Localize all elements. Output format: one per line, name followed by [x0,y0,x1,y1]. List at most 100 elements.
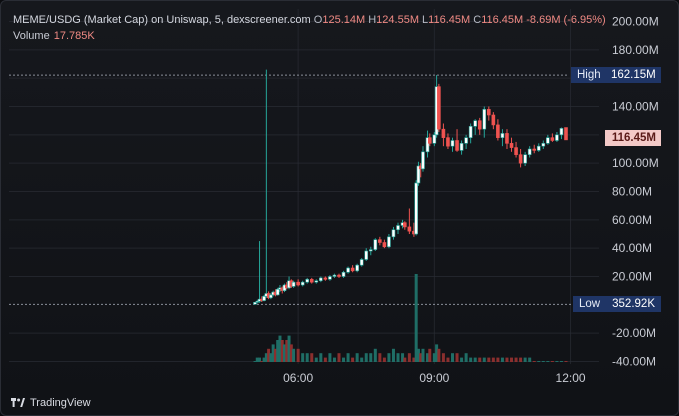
candle-body [323,277,328,280]
candle-body [523,154,527,164]
volume-bar [482,357,486,362]
volume-bar [532,361,536,362]
candle-body [459,143,464,151]
volume-bar [460,357,464,362]
candle-body [373,239,378,250]
candle-body [305,279,310,283]
candle-body [541,143,546,147]
volume-bar [296,348,300,362]
open-key: O [313,14,323,26]
candle-body [253,301,257,305]
candle-body [255,300,260,303]
volume-bar [280,340,284,362]
candle-body [468,126,473,138]
volume-bar [464,353,468,362]
y-tick-label: 200.00M [612,15,659,29]
candle-body [477,120,482,130]
volume-bar [276,340,280,362]
candle-body [403,222,407,228]
volume-bar [278,335,282,362]
candle-body [407,226,412,232]
candle-body [346,267,350,273]
volume-bar [455,353,459,362]
volume-bar [258,357,262,362]
volume-bar [564,361,568,362]
volume-bar [285,340,289,362]
volume-bar [337,353,341,362]
last-price-badge: 116.45M [605,130,661,146]
volume-bar [328,353,332,362]
volume-bar [283,344,287,362]
volume-bar [426,353,430,362]
open-value: 125.14M [322,14,366,26]
volume-bar [342,357,346,362]
volume-label: Volume [13,30,50,42]
candle-body [546,137,550,144]
candle-body [269,294,273,299]
volume-bar [541,361,545,362]
candle-body [275,288,280,296]
volume-bar [396,353,400,362]
candle-body [328,276,332,280]
candle-body [437,86,441,130]
candle-body [414,182,418,235]
candle-body [450,140,455,147]
candle-body [496,124,500,138]
volume-bar [407,353,411,362]
high-value-badge: 162.15M [605,67,661,83]
candle-body [514,147,518,155]
volume-bar [441,353,445,362]
volume-bar [346,353,350,362]
volume-legend: Volume 17.785K [13,30,95,42]
volume-bar [446,357,450,362]
volume-bar [450,353,454,362]
candle-body [300,281,305,286]
candle-body [518,154,523,164]
volume-bar [496,357,500,362]
candle-body [473,120,477,127]
y-tick-label: -40.00M [612,355,656,369]
candle-body [455,140,459,151]
y-tick-label: 80.00M [612,185,652,199]
volume-bar [523,357,527,362]
volume-bar [546,361,550,362]
volume-bar [487,357,491,362]
low-value-badge: 352.92K [605,296,661,312]
candle-body [296,281,300,286]
tradingview-logo-icon [11,397,25,407]
volume-bar [301,353,305,362]
volume-bar [369,353,373,362]
candle-body [350,267,355,272]
y-tick-label: 20.00M [612,270,652,284]
volume-bar [387,353,391,362]
volume-bar [401,353,405,362]
volume-bar [421,348,425,362]
candle-body [416,165,421,184]
symbol-label: MEME/USDG (Market Cap) on Uniswap, 5, de… [13,14,311,26]
y-tick-label: 140.00M [612,100,659,114]
high-label-badge: High [571,67,607,83]
volume-bar [550,361,554,362]
volume-bar [510,357,514,362]
volume-bar [555,361,559,362]
candle-body [482,109,487,130]
volume-bar [514,357,518,362]
volume-bar [403,357,407,362]
volume-bar [319,353,323,362]
candle-body [332,274,337,277]
volume-bar [255,357,259,362]
candle-body [337,274,341,277]
y-tick-label: 60.00M [612,213,652,227]
volume-bar [537,361,541,362]
candle-body [421,151,425,170]
volume-bar [264,353,268,362]
close-value: 116.45M [481,14,524,26]
y-tick-label: 100.00M [612,156,659,170]
volume-bar [414,274,418,362]
candle-body [559,128,564,136]
x-tick-label: 06:00 [283,371,313,385]
candle-body [564,127,568,141]
tradingview-footer[interactable]: TradingView [11,397,91,409]
